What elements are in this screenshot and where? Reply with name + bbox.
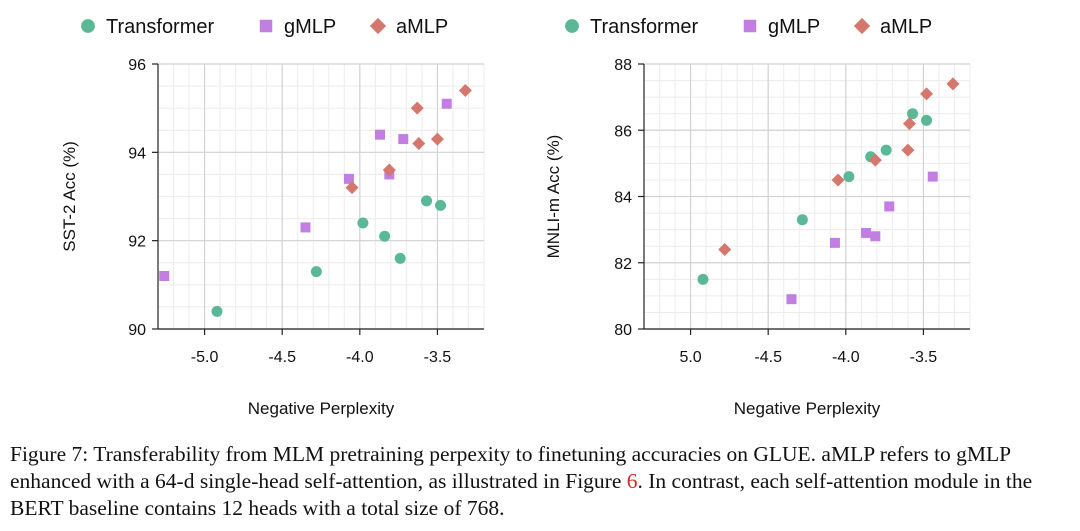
amlp-point [831, 173, 845, 187]
y-tick-label: 94 [128, 145, 146, 162]
amlp-point [410, 101, 424, 115]
series-transformer [211, 195, 447, 317]
gmlp-point [870, 231, 881, 242]
legend-marker-transformer [565, 19, 579, 33]
gmlp-point [786, 294, 797, 305]
gmlp-point [884, 201, 895, 212]
x-tick-label: -4.0 [832, 349, 860, 366]
transformer-point [907, 108, 919, 120]
legend-label-gmlp: gMLP [284, 16, 336, 38]
y-tick-label: 84 [614, 190, 632, 207]
y-tick-label: 96 [128, 57, 146, 74]
amlp-point [430, 132, 444, 146]
x-tick-label: -3.5 [424, 349, 452, 366]
gmlp-point [927, 171, 938, 182]
legend-marker-amlp [853, 17, 871, 35]
x-tick-label: -3.5 [910, 349, 938, 366]
legend: Transformer gMLP aMLP [81, 16, 448, 38]
transformer-point [843, 171, 855, 183]
amlp-point [901, 143, 915, 157]
x-tick-label: -5.0 [191, 349, 219, 366]
legend-marker-amlp [369, 17, 387, 35]
amlp-point [868, 153, 882, 167]
legend-label-transformer: Transformer [106, 16, 215, 38]
transformer-point [394, 252, 406, 264]
transformer-point [880, 144, 892, 156]
amlp-point [345, 181, 359, 195]
figure: 90 92 94 96 -5.0 -4.5 -4.0 -3.5 Negative Perplex… [60, 16, 971, 418]
y-axis-label: MNLI-m Acc (%) [544, 135, 563, 259]
amlp-point [382, 163, 396, 177]
series-amlp [345, 84, 472, 195]
transformer-point [796, 214, 808, 226]
gmlp-point [829, 237, 840, 248]
transformer-point [697, 273, 709, 285]
transformer-point [310, 266, 322, 278]
legend-marker-transformer [81, 19, 95, 33]
transformer-point [921, 114, 933, 126]
gmlp-point [398, 134, 409, 145]
y-tick-label: 90 [128, 322, 146, 339]
legend-label-amlp: aMLP [880, 16, 932, 38]
series-amlp [718, 77, 960, 256]
x-tick-label: -4.0 [346, 349, 374, 366]
y-tick-label: 80 [614, 322, 632, 339]
transformer-point [379, 230, 391, 242]
legend-label-gmlp: gMLP [768, 16, 820, 38]
transformer-point [357, 217, 369, 229]
y-axis-label: SST-2 Acc (%) [60, 141, 79, 252]
figure-caption: Figure 7: Transferability from MLM pretr… [10, 441, 1074, 522]
gmlp-point [374, 129, 385, 140]
legend: Transformer gMLP aMLP [565, 16, 932, 38]
x-tick-label: 5.0 [679, 349, 701, 366]
figure-reference-link[interactable]: 6 [626, 469, 638, 493]
y-tick-label: 92 [128, 234, 146, 251]
transformer-point [211, 305, 223, 317]
y-tick-label: 86 [614, 123, 632, 140]
gmlp-point [300, 222, 311, 233]
x-tick-label: -4.5 [268, 349, 296, 366]
x-axis-label: Negative Perplexity [248, 399, 395, 418]
grid [643, 63, 971, 330]
gmlp-point [159, 271, 170, 281]
series-gmlp [159, 98, 452, 281]
legend-label-amlp: aMLP [396, 16, 448, 38]
legend-marker-gmlp [259, 19, 273, 33]
mnli-chart: 80 82 84 86 88 5.0 -4.5 -4.0 -3.5 Negative Perple… [544, 16, 971, 418]
y-tick-label: 82 [614, 256, 632, 273]
amlp-point [902, 117, 916, 131]
amlp-point [946, 77, 960, 91]
grid [157, 63, 485, 330]
transformer-point [435, 199, 447, 211]
legend-label-transformer: Transformer [590, 16, 699, 38]
series-gmlp [786, 171, 938, 305]
y-tick-label: 88 [614, 57, 632, 74]
caption-text-2: . In contrast, each self-attention modul… [10, 469, 1033, 520]
x-axis-label: Negative Perplexity [734, 399, 881, 418]
amlp-point [412, 137, 426, 150]
caption-text-1: Figure 7: Transferability from MLM pretr… [10, 442, 1011, 493]
amlp-point [718, 243, 732, 256]
gmlp-point [343, 173, 354, 184]
amlp-point [920, 87, 934, 101]
x-tick-label: -4.5 [754, 349, 782, 366]
amlp-point [458, 84, 472, 97]
gmlp-point [441, 98, 452, 109]
sst2-chart: 90 92 94 96 -5.0 -4.5 -4.0 -3.5 Negative Perplex… [60, 16, 485, 418]
transformer-point [421, 195, 433, 207]
legend-marker-gmlp [743, 19, 757, 33]
gmlp-point [860, 227, 871, 238]
